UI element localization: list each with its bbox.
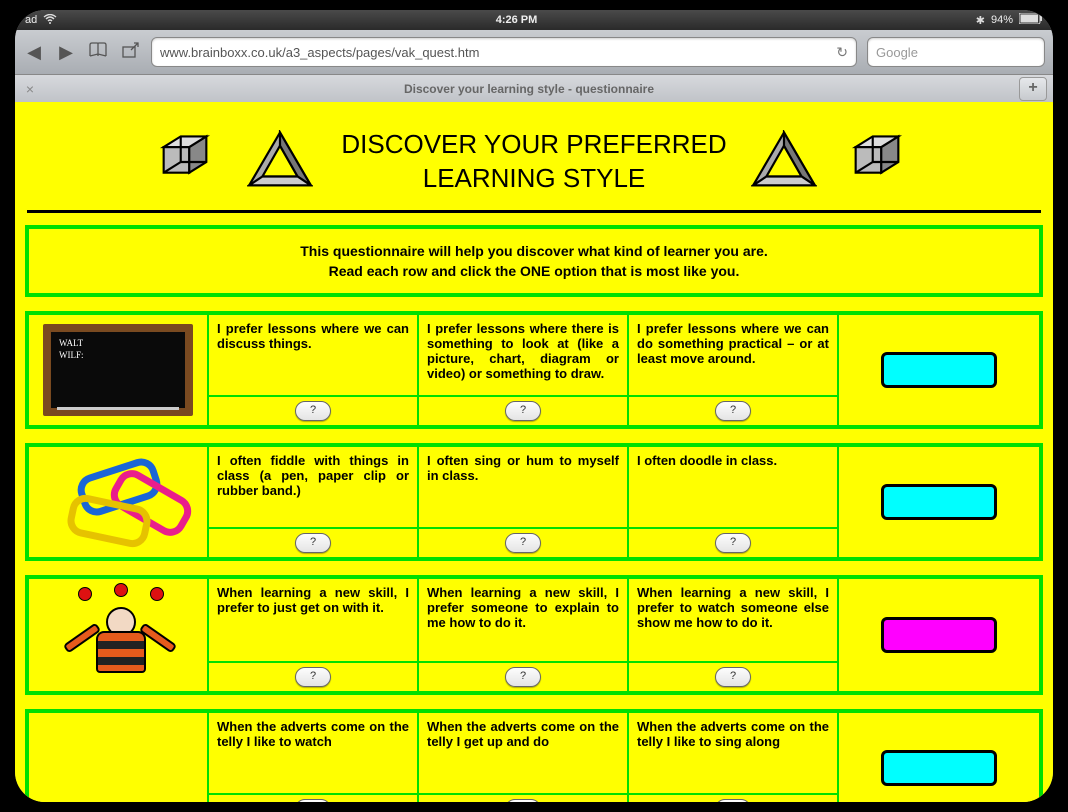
chalkboard-icon: WALTWILF: (43, 324, 193, 416)
option-column: When learning a new skill, I prefer to j… (209, 579, 419, 691)
result-cell (839, 579, 1039, 691)
option-select-button[interactable]: ? (295, 799, 331, 802)
option-text: When the adverts come on the telly I lik… (209, 713, 417, 795)
clock: 4:26 PM (57, 14, 976, 26)
option-text: I often doodle in class. (629, 447, 837, 529)
wifi-icon (43, 14, 57, 27)
option-select-button[interactable]: ? (715, 401, 751, 421)
option-text: When learning a new skill, I prefer to j… (209, 579, 417, 663)
option-select-button[interactable]: ? (715, 799, 751, 802)
option-text: When learning a new skill, I prefer to w… (629, 579, 837, 663)
question-image (29, 713, 209, 802)
cube-icon (153, 130, 223, 194)
result-cell (839, 447, 1039, 557)
page-content: DISCOVER YOUR PREFERRED LEARNING STYLE T… (15, 102, 1053, 802)
question-row: When the adverts come on the telly I lik… (25, 709, 1043, 802)
option-select-button[interactable]: ? (505, 401, 541, 421)
title-line1: DISCOVER YOUR PREFERRED (341, 128, 726, 162)
option-text: I prefer lessons where we can discuss th… (209, 315, 417, 397)
result-cell (839, 315, 1039, 425)
triangle-icon (751, 130, 821, 194)
page-title: DISCOVER YOUR PREFERRED LEARNING STYLE (341, 128, 726, 196)
option-column: When the adverts come on the telly I lik… (629, 713, 839, 802)
status-bar: ad 4:26 PM ✱ 94% (15, 10, 1053, 30)
option-text: I prefer lessons where there is somethin… (419, 315, 627, 397)
option-column: When the adverts come on the telly I lik… (209, 713, 419, 802)
forward-button[interactable]: ▶ (55, 42, 77, 63)
result-indicator (881, 352, 997, 388)
result-cell (839, 713, 1039, 802)
option-text: When the adverts come on the telly I get… (419, 713, 627, 795)
result-indicator (881, 750, 997, 786)
option-text: I prefer lessons where we can do somethi… (629, 315, 837, 397)
paperclips-icon (48, 456, 188, 548)
option-select-button[interactable]: ? (505, 533, 541, 553)
option-column: I often fiddle with things in class (a p… (209, 447, 419, 557)
back-button[interactable]: ◀ (23, 42, 45, 63)
option-select-button[interactable]: ? (715, 533, 751, 553)
intro-line1: This questionnaire will help you discove… (37, 243, 1031, 259)
option-column: I often sing or hum to myself in class.? (419, 447, 629, 557)
tab-bar: × Discover your learning style - questio… (15, 75, 1053, 104)
search-placeholder: Google (876, 45, 918, 60)
url-bar[interactable]: www.brainboxx.co.uk/a3_aspects/pages/vak… (151, 37, 857, 67)
divider (27, 210, 1041, 213)
battery-icon (1019, 13, 1043, 27)
question-row: I often fiddle with things in class (a p… (25, 443, 1043, 561)
row-icon (48, 728, 188, 802)
option-column: When the adverts come on the telly I get… (419, 713, 629, 802)
option-column: I prefer lessons where we can do somethi… (629, 315, 839, 425)
option-column: When learning a new skill, I prefer to w… (629, 579, 839, 691)
option-select-button[interactable]: ? (295, 533, 331, 553)
triangle-icon (247, 130, 317, 194)
option-column: When learning a new skill, I prefer some… (419, 579, 629, 691)
search-bar[interactable]: Google (867, 37, 1045, 67)
question-image: WALTWILF: (29, 315, 209, 425)
browser-toolbar: ◀ ▶ www.brainboxx.co.uk/a3_aspects/pages… (15, 30, 1053, 75)
option-text: When the adverts come on the telly I lik… (629, 713, 837, 795)
refresh-icon[interactable]: ↻ (836, 44, 848, 61)
bluetooth-icon: ✱ (976, 14, 985, 27)
battery-percent: 94% (991, 14, 1013, 26)
question-row: WALTWILF:I prefer lessons where we can d… (25, 311, 1043, 429)
question-row: When learning a new skill, I prefer to j… (25, 575, 1043, 695)
option-column: I prefer lessons where we can discuss th… (209, 315, 419, 425)
option-select-button[interactable]: ? (295, 667, 331, 687)
url-text: www.brainboxx.co.uk/a3_aspects/pages/vak… (160, 45, 836, 60)
intro-box: This questionnaire will help you discove… (25, 225, 1043, 297)
option-select-button[interactable]: ? (505, 799, 541, 802)
share-button[interactable] (119, 42, 141, 63)
question-image (29, 447, 209, 557)
option-column: I prefer lessons where there is somethin… (419, 315, 629, 425)
option-select-button[interactable]: ? (505, 667, 541, 687)
juggler-icon (48, 585, 188, 685)
option-text: When learning a new skill, I prefer some… (419, 579, 627, 663)
option-text: I often fiddle with things in class (a p… (209, 447, 417, 529)
tab-close-button[interactable]: × (21, 81, 39, 97)
title-line2: LEARNING STYLE (341, 162, 726, 196)
option-select-button[interactable]: ? (295, 401, 331, 421)
cube-icon (845, 130, 915, 194)
option-select-button[interactable]: ? (715, 667, 751, 687)
intro-line2: Read each row and click the ONE option t… (37, 263, 1031, 279)
tab-title: Discover your learning style - questionn… (39, 82, 1019, 96)
bookmarks-button[interactable] (87, 42, 109, 63)
option-text: I often sing or hum to myself in class. (419, 447, 627, 529)
result-indicator (881, 617, 997, 653)
option-column: I often doodle in class.? (629, 447, 839, 557)
question-image (29, 579, 209, 691)
carrier-label: ad (25, 14, 37, 26)
result-indicator (881, 484, 997, 520)
new-tab-button[interactable]: + (1019, 77, 1047, 101)
